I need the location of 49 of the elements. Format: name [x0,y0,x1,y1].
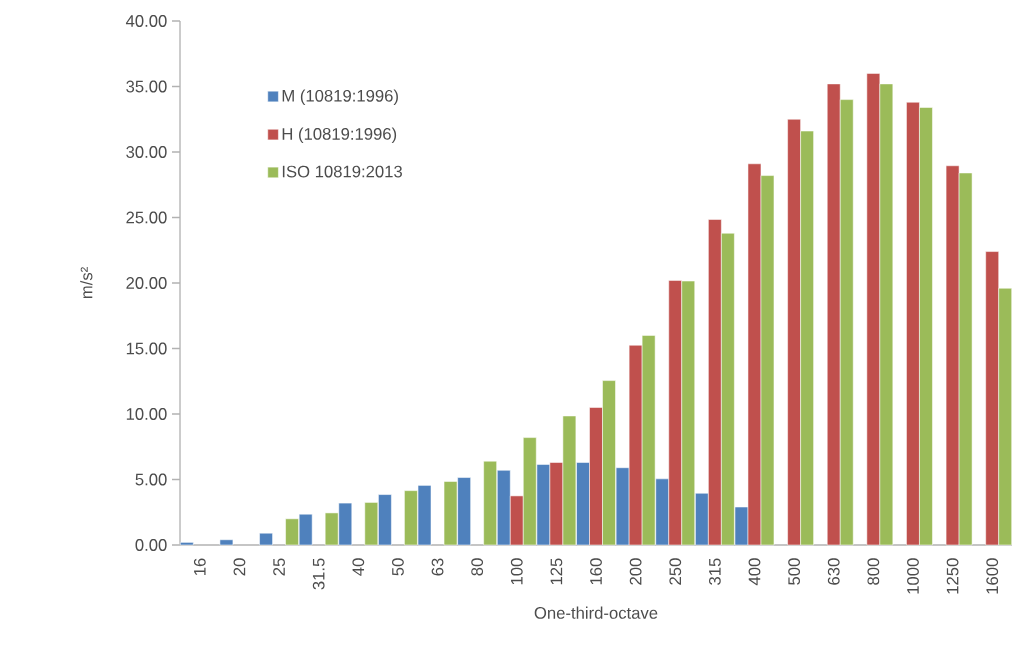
legend-label: M (10819:1996) [282,89,398,105]
x-tick-label: 1250 [946,558,959,594]
bar [721,232,735,546]
x-tick-label: 160 [590,558,602,585]
x-tick-label: 16 [193,558,206,575]
bar [800,130,814,546]
x-tick-label: 40 [352,558,365,576]
y-tick-label: 40.00 [125,15,167,27]
bar [523,437,537,546]
x-axis-title: One-third-octave [534,606,658,619]
x-tick-label: 31.5 [312,558,325,590]
bar [219,539,234,546]
x-tick-label: 80 [471,558,484,576]
bar [259,532,273,546]
x-tick-label: 500 [788,558,801,585]
bar [483,460,497,546]
x-tick-label: 1600 [986,558,999,594]
y-axis-title: m/s² [80,267,93,299]
y-tick-label: 0.00 [135,539,167,551]
y-tick-label: 15.00 [126,342,167,355]
y-tick-label: 10.00 [126,408,167,420]
bar [404,490,418,546]
x-tick-label: 125 [550,558,563,585]
x-tick-label: 315 [708,558,721,585]
bar [998,287,1012,546]
x-tick-label: 25 [273,558,285,576]
x-tick-label: 63 [431,558,444,576]
x-tick-label: 250 [669,558,682,585]
bar [919,107,933,546]
legend-label: ISO 10819:2013 [282,165,402,178]
bar [602,380,616,546]
bar [879,83,894,546]
y-tick-label: 25.00 [126,211,167,224]
x-tick-label: 20 [233,558,246,576]
x-tick-label: 800 [867,558,880,585]
x-tick-label: 1000 [907,558,919,594]
x-tick-label: 50 [392,558,404,576]
x-tick-label: 200 [629,558,642,585]
y-tick-label: 20.00 [126,277,167,289]
x-tick-label: 630 [827,558,840,585]
legend-label: H (10819:1996) [282,127,397,144]
bar [839,99,854,546]
x-tick-label: 100 [510,558,523,585]
bar [681,280,696,546]
y-tick-label: 5.00 [135,473,167,486]
y-tick-label: 35.00 [126,80,167,93]
bar [180,542,194,546]
x-tick-label: 400 [748,558,761,586]
y-tick-label: 30.00 [126,146,167,158]
